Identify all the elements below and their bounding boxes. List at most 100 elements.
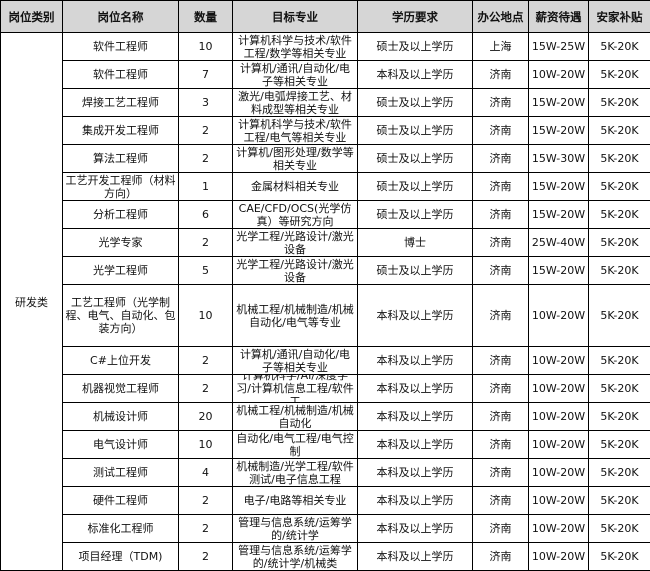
location-text: 济南 (473, 89, 528, 116)
major-text: 管理与信息系统/运筹学的/统计学/机械类 (233, 543, 357, 570)
education-text: 本科及以上学历 (358, 61, 472, 88)
position-text: 电气设计师 (63, 431, 178, 458)
location-text: 济南 (473, 403, 528, 430)
education-cell: 硕士及以上学历 (358, 173, 473, 201)
count-cell: 3 (179, 89, 233, 117)
location-cell: 济南 (473, 459, 529, 487)
education-cell: 本科及以上学历 (358, 375, 473, 403)
salary-cell: 15W-25W (529, 33, 589, 61)
subsidy-cell: 5K-20K (589, 33, 650, 61)
location-cell: 济南 (473, 229, 529, 257)
header-count: 数量 (179, 1, 233, 33)
position-cell: 电气设计师 (63, 431, 179, 459)
education-cell: 硕士及以上学历 (358, 33, 473, 61)
salary-text: 10W-20W (529, 431, 588, 458)
count-cell: 2 (179, 347, 233, 375)
major-cell: 机械制造/光学工程/软件测试/电子信息工程 (233, 459, 358, 487)
education-text: 硕士及以上学历 (358, 173, 472, 200)
major-text: 计算机科学/AI/深度学习/计算机信息工程/软件工 (233, 375, 357, 402)
count-text: 3 (179, 89, 232, 116)
subsidy-cell: 5K-20K (589, 487, 650, 515)
count-cell: 4 (179, 459, 233, 487)
salary-text: 10W-20W (529, 515, 588, 542)
salary-cell: 10W-20W (529, 543, 589, 571)
major-cell: 光学工程/光路设计/激光设备 (233, 257, 358, 285)
position-cell: 软件工程师 (63, 61, 179, 89)
count-cell: 2 (179, 487, 233, 515)
position-cell: 软件工程师 (63, 33, 179, 61)
subsidy-cell: 5K-20K (589, 229, 650, 257)
header-education: 学历要求 (358, 1, 473, 33)
education-cell: 本科及以上学历 (358, 347, 473, 375)
salary-cell: 10W-20W (529, 459, 589, 487)
education-cell: 硕士及以上学历 (358, 257, 473, 285)
category-cell: 研发类 (1, 33, 63, 571)
subsidy-cell: 5K-20K (589, 117, 650, 145)
major-cell: 管理与信息系统/运筹学的/统计学 (233, 515, 358, 543)
salary-cell: 10W-20W (529, 347, 589, 375)
count-text: 20 (179, 403, 232, 430)
education-cell: 本科及以上学历 (358, 515, 473, 543)
education-cell: 本科及以上学历 (358, 431, 473, 459)
salary-text: 10W-20W (529, 403, 588, 430)
location-text: 济南 (473, 61, 528, 88)
location-cell: 济南 (473, 285, 529, 347)
location-text: 济南 (473, 515, 528, 542)
education-text: 本科及以上学历 (358, 285, 472, 346)
count-text: 10 (179, 33, 232, 60)
salary-cell: 10W-20W (529, 61, 589, 89)
subsidy-cell: 5K-20K (589, 257, 650, 285)
position-cell: 算法工程师 (63, 145, 179, 173)
position-cell: 项目经理（TDM) (63, 543, 179, 571)
position-cell: 分析工程师 (63, 201, 179, 229)
salary-text: 15W-20W (529, 173, 588, 200)
subsidy-cell: 5K-20K (589, 173, 650, 201)
subsidy-cell: 5K-20K (589, 431, 650, 459)
location-cell: 济南 (473, 347, 529, 375)
location-cell: 济南 (473, 403, 529, 431)
major-cell: 计算机/图形处理/数学等相关专业 (233, 145, 358, 173)
salary-cell: 15W-20W (529, 173, 589, 201)
subsidy-cell: 5K-20K (589, 89, 650, 117)
location-cell: 济南 (473, 89, 529, 117)
location-cell: 济南 (473, 257, 529, 285)
count-text: 4 (179, 459, 232, 486)
count-cell: 2 (179, 145, 233, 173)
count-text: 7 (179, 61, 232, 88)
major-text: 计算机/通讯/自动化/电子等相关专业 (233, 61, 357, 88)
position-text: C#上位开发 (63, 347, 178, 374)
location-text: 济南 (473, 285, 528, 346)
major-cell: 管理与信息系统/运筹学的/统计学/机械类 (233, 543, 358, 571)
count-text: 2 (179, 117, 232, 144)
location-cell: 济南 (473, 515, 529, 543)
major-text: 机械制造/光学工程/软件测试/电子信息工程 (233, 459, 357, 486)
salary-text: 10W-20W (529, 543, 588, 570)
major-text: 管理与信息系统/运筹学的/统计学 (233, 515, 357, 542)
major-text: 激光/电弧焊接工艺、材料成型等相关专业 (233, 89, 357, 116)
count-text: 2 (179, 347, 232, 374)
subsidy-text: 5K-20K (589, 459, 650, 486)
position-cell: 测试工程师 (63, 459, 179, 487)
subsidy-cell: 5K-20K (589, 543, 650, 571)
count-text: 2 (179, 145, 232, 172)
education-text: 本科及以上学历 (358, 459, 472, 486)
major-text: 自动化/电气工程/电气控制 (233, 431, 357, 458)
education-text: 本科及以上学历 (358, 347, 472, 374)
salary-text: 15W-25W (529, 33, 588, 60)
salary-text: 10W-20W (529, 459, 588, 486)
count-text: 2 (179, 515, 232, 542)
subsidy-text: 5K-20K (589, 61, 650, 88)
header-major: 目标专业 (233, 1, 358, 33)
subsidy-text: 5K-20K (589, 543, 650, 570)
major-cell: 激光/电弧焊接工艺、材料成型等相关专业 (233, 89, 358, 117)
major-text: CAE/CFD/OCS(光学仿真）等研究方向 (233, 201, 357, 228)
major-cell: 计算机科学/AI/深度学习/计算机信息工程/软件工 (233, 375, 358, 403)
